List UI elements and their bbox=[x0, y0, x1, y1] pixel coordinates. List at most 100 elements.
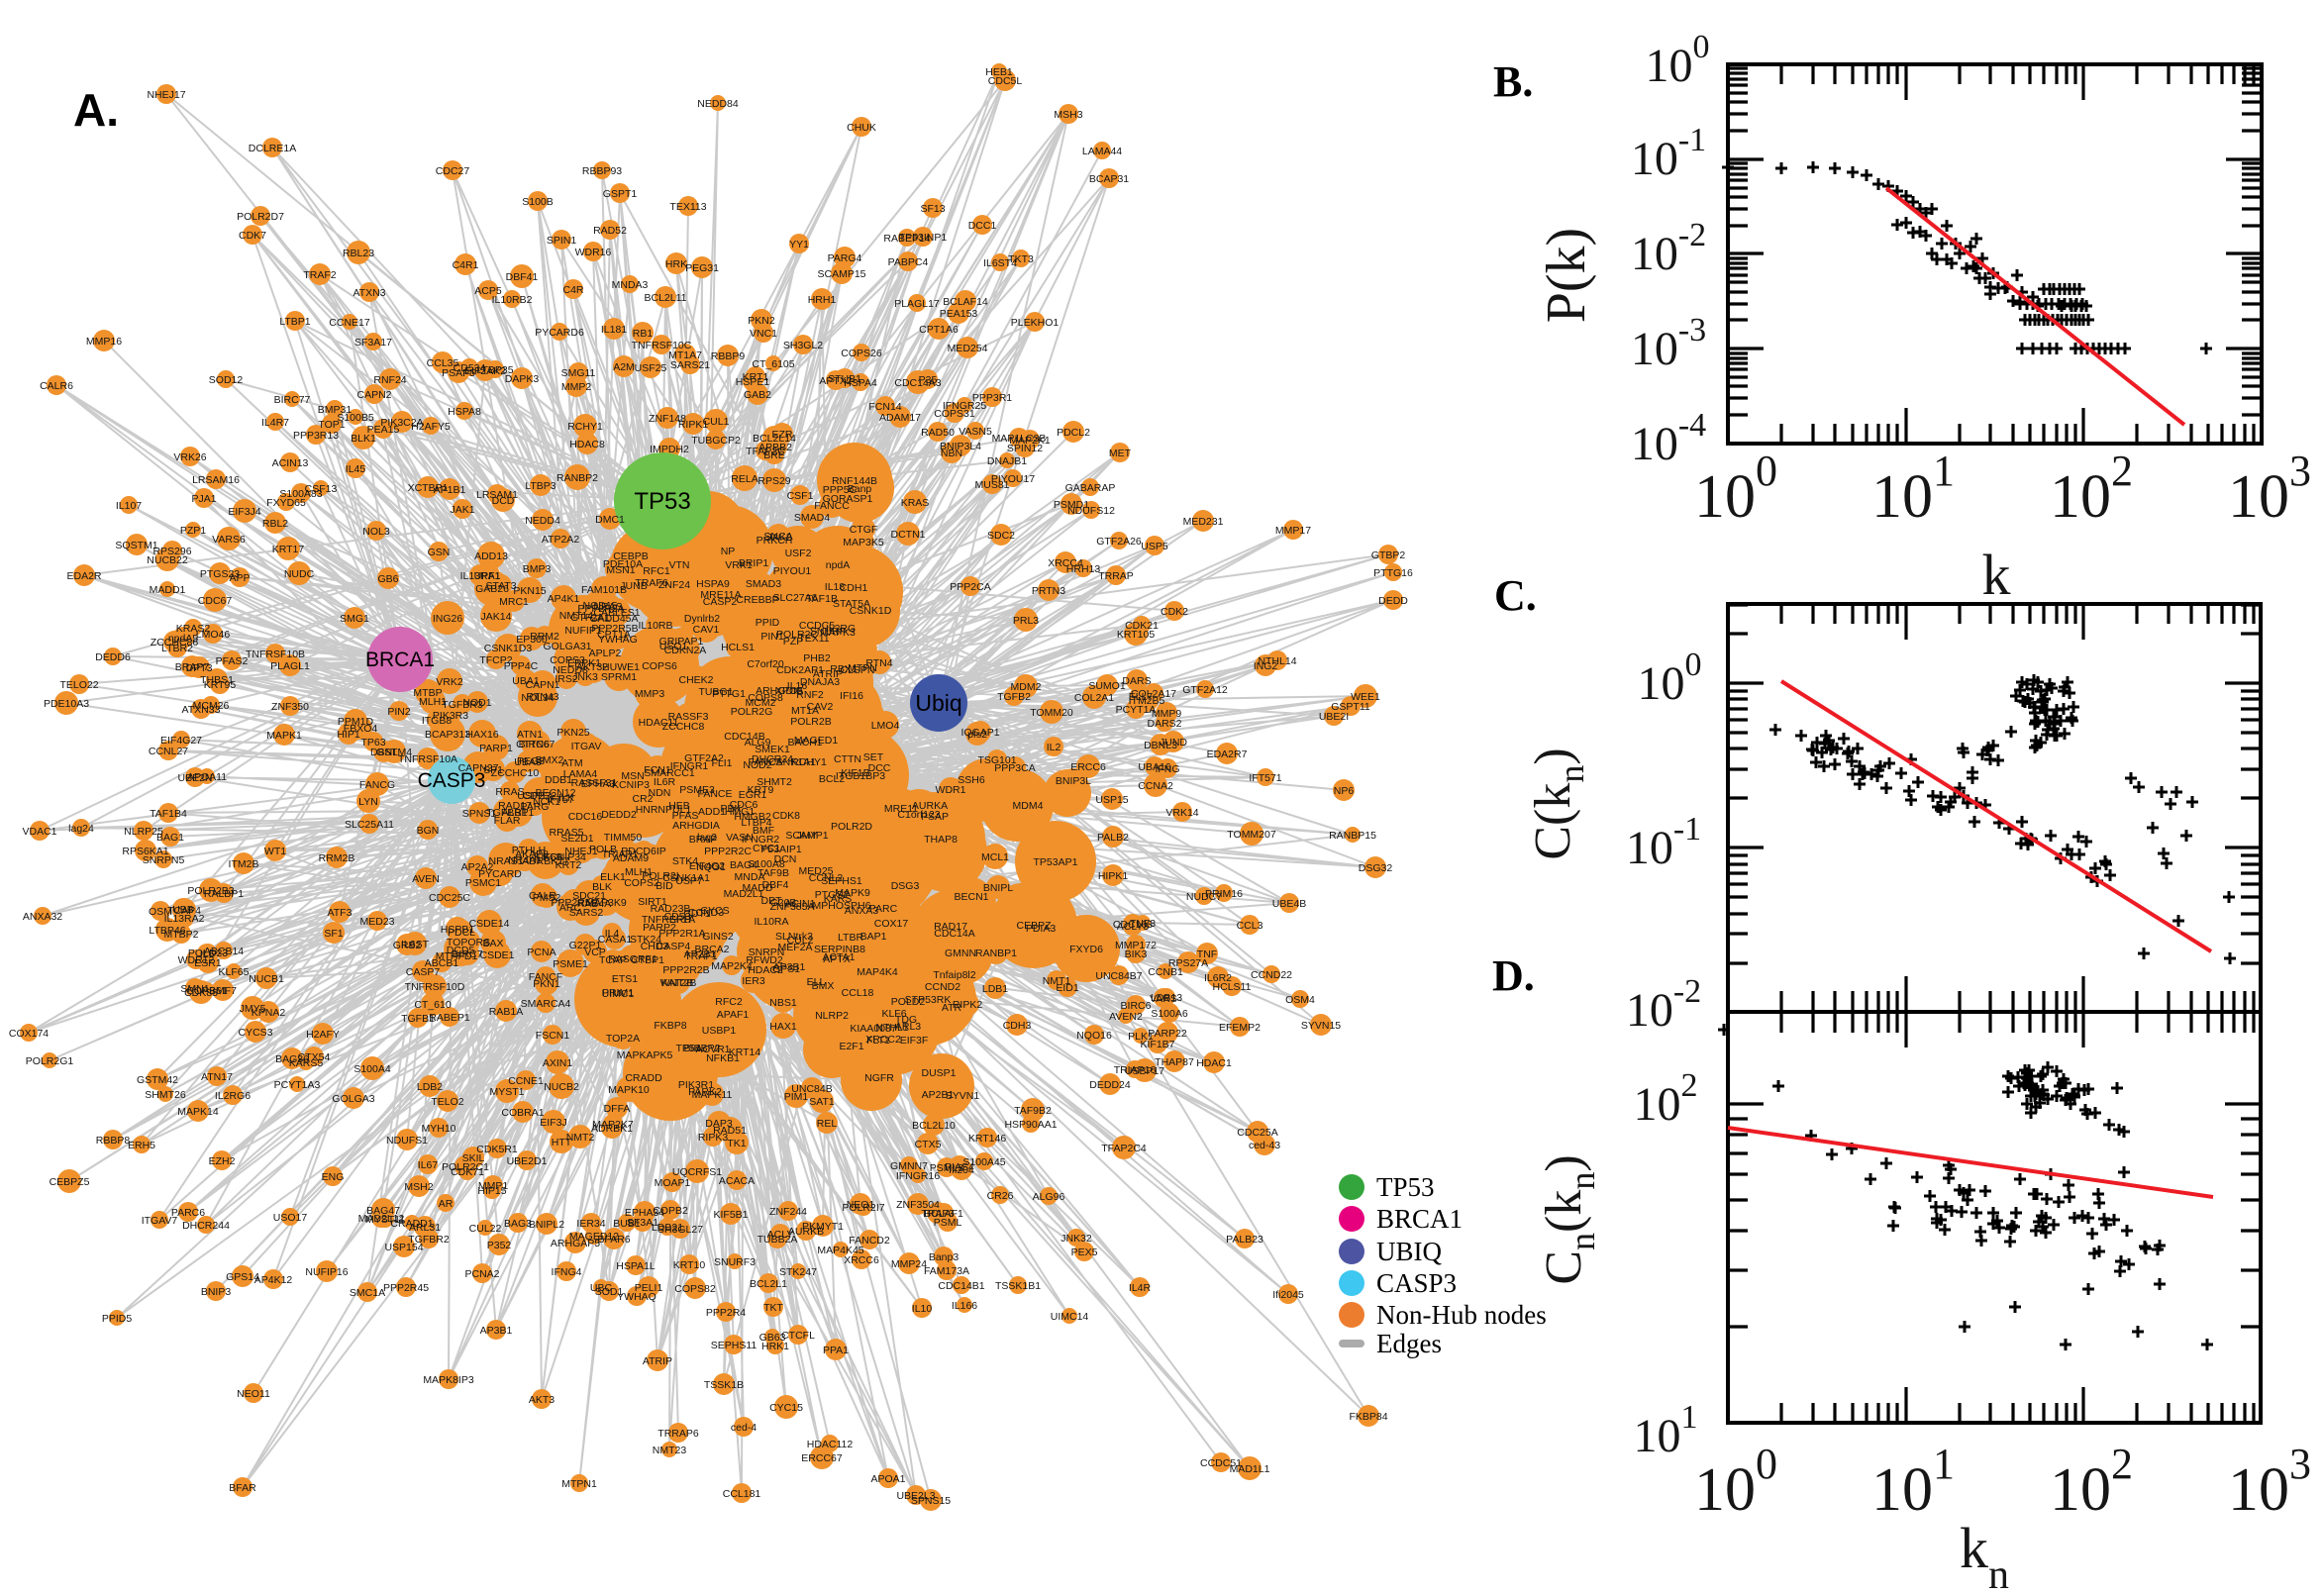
svg-text:MYST11: MYST11 bbox=[365, 1214, 405, 1226]
svg-text:KRT17: KRT17 bbox=[272, 544, 305, 555]
svg-text:IL10: IL10 bbox=[912, 1303, 933, 1315]
svg-text:PPID5: PPID5 bbox=[102, 1313, 133, 1325]
svg-text:ELK1: ELK1 bbox=[600, 871, 626, 883]
svg-text:CCND2: CCND2 bbox=[925, 981, 960, 993]
svg-text:TELO2: TELO2 bbox=[431, 1096, 463, 1108]
svg-text:BMF7: BMF7 bbox=[209, 985, 237, 997]
svg-text:NEO11: NEO11 bbox=[237, 1388, 270, 1400]
svg-text:COL2A17: COL2A17 bbox=[1131, 688, 1176, 700]
svg-text:SUMO1: SUMO1 bbox=[1088, 680, 1126, 692]
svg-text:GB6: GB6 bbox=[377, 573, 398, 585]
svg-text:GRIPAP1: GRIPAP1 bbox=[659, 636, 704, 648]
svg-text:MMP16: MMP16 bbox=[86, 336, 122, 348]
svg-text:NRAS: NRAS bbox=[593, 601, 622, 613]
svg-text:TSSK1B: TSSK1B bbox=[704, 1379, 744, 1391]
svg-text:GB63: GB63 bbox=[759, 1332, 786, 1344]
svg-text:ABCB1: ABCB1 bbox=[425, 957, 459, 969]
svg-text:RB1: RB1 bbox=[633, 328, 654, 340]
svg-text:BECN1: BECN1 bbox=[954, 891, 988, 903]
svg-text:MAPK8IP3: MAPK8IP3 bbox=[423, 1374, 474, 1386]
svg-text:A.: A. bbox=[73, 84, 119, 136]
svg-text:VARS: VARS bbox=[1150, 993, 1177, 1005]
svg-text:CASA1: CASA1 bbox=[598, 934, 633, 946]
svg-text:PRKCH: PRKCH bbox=[757, 535, 793, 547]
svg-text:CTTN6: CTTN6 bbox=[516, 739, 550, 750]
svg-text:NEO1: NEO1 bbox=[847, 1199, 875, 1211]
svg-text:PALB2: PALB2 bbox=[1097, 832, 1129, 844]
svg-text:MAGED1: MAGED1 bbox=[794, 735, 839, 747]
svg-text:CCL3: CCL3 bbox=[1237, 920, 1263, 932]
svg-text:SOD1: SOD1 bbox=[595, 1286, 624, 1298]
svg-text:SNRPN: SNRPN bbox=[749, 947, 785, 958]
svg-text:IL13RA2: IL13RA2 bbox=[164, 913, 205, 925]
svg-text:FAM173A: FAM173A bbox=[924, 1265, 969, 1277]
svg-text:NHEJ17: NHEJ17 bbox=[147, 89, 185, 101]
svg-text:SERPINB8: SERPINB8 bbox=[814, 944, 865, 955]
svg-text:BAG36: BAG36 bbox=[275, 1053, 309, 1065]
svg-text:Edges: Edges bbox=[1376, 1329, 1442, 1358]
svg-text:ZCCHC8: ZCCHC8 bbox=[662, 721, 705, 733]
svg-text:PPP2R4: PPP2R4 bbox=[706, 1307, 746, 1319]
svg-text:TEX113: TEX113 bbox=[669, 201, 706, 213]
svg-text:DCTN1: DCTN1 bbox=[890, 529, 925, 541]
svg-text:CEBPZ: CEBPZ bbox=[1016, 920, 1052, 932]
svg-text:MAPK9: MAPK9 bbox=[835, 887, 870, 899]
svg-text:PTGS2: PTGS2 bbox=[815, 889, 850, 901]
svg-text:MT1A: MT1A bbox=[791, 705, 819, 717]
svg-text:TIMM50: TIMM50 bbox=[604, 832, 643, 844]
svg-text:COPS6: COPS6 bbox=[642, 660, 677, 672]
svg-text:KRAS2: KRAS2 bbox=[176, 623, 211, 635]
svg-text:CDH1: CDH1 bbox=[840, 582, 868, 594]
svg-text:ATR: ATR bbox=[942, 1002, 962, 1014]
svg-text:BCL2: BCL2 bbox=[819, 773, 845, 785]
svg-text:GAB2: GAB2 bbox=[744, 389, 771, 401]
svg-text:PTTG16: PTTG16 bbox=[1373, 567, 1413, 579]
svg-text:CDC14A3: CDC14A3 bbox=[894, 377, 941, 389]
svg-text:LRSAM16: LRSAM16 bbox=[192, 474, 240, 486]
svg-text:BIRC7: BIRC7 bbox=[453, 948, 483, 960]
svg-text:PMS2: PMS2 bbox=[533, 892, 561, 904]
svg-text:KAT2B: KAT2B bbox=[661, 977, 693, 989]
svg-text:CTGF: CTGF bbox=[850, 524, 878, 536]
svg-text:CUL22: CUL22 bbox=[469, 1223, 502, 1235]
svg-text:HTT: HTT bbox=[552, 1137, 572, 1148]
svg-text:EDA2R7: EDA2R7 bbox=[1207, 748, 1248, 760]
svg-text:PLEKHO1: PLEKHO1 bbox=[1011, 317, 1060, 329]
svg-text:BMF: BMF bbox=[753, 825, 774, 837]
svg-text:MTBP: MTBP bbox=[413, 687, 442, 699]
svg-text:JAK14: JAK14 bbox=[481, 611, 512, 623]
svg-text:CTX5: CTX5 bbox=[915, 1139, 942, 1150]
svg-text:FBXO4: FBXO4 bbox=[344, 723, 378, 735]
svg-text:XPO5: XPO5 bbox=[775, 685, 803, 697]
svg-text:Dynlrb2: Dynlrb2 bbox=[684, 613, 720, 625]
svg-text:ENG: ENG bbox=[322, 1171, 345, 1183]
svg-text:MTBP2: MTBP2 bbox=[163, 929, 198, 941]
svg-text:GOLGA3: GOLGA3 bbox=[332, 1093, 374, 1105]
svg-text:SCAMP1: SCAMP1 bbox=[785, 830, 828, 842]
svg-text:ATM: ATM bbox=[561, 757, 582, 769]
svg-text:POLR2G1: POLR2G1 bbox=[26, 1055, 74, 1067]
svg-text:BNIP3: BNIP3 bbox=[201, 1286, 232, 1298]
svg-text:ETS1: ETS1 bbox=[612, 973, 638, 985]
svg-text:TAF9B: TAF9B bbox=[758, 867, 789, 879]
svg-text:SLC25A11: SLC25A11 bbox=[345, 819, 394, 831]
svg-text:SPIN12: SPIN12 bbox=[1007, 443, 1043, 454]
svg-text:NMT2: NMT2 bbox=[566, 1132, 595, 1144]
svg-text:HIP15: HIP15 bbox=[477, 1185, 506, 1197]
svg-text:PPP2R1A: PPP2R1A bbox=[658, 928, 705, 940]
svg-text:HCLS1: HCLS1 bbox=[721, 642, 755, 653]
svg-text:CCNE1: CCNE1 bbox=[508, 1075, 544, 1087]
svg-text:CABLES1: CABLES1 bbox=[593, 607, 640, 619]
svg-text:TNFRSF1A: TNFRSF1A bbox=[642, 914, 695, 926]
svg-text:TRIAP16: TRIAP16 bbox=[1114, 1064, 1157, 1076]
svg-text:MADD: MADD bbox=[743, 882, 773, 894]
svg-text:DDB1: DDB1 bbox=[545, 774, 572, 786]
svg-text:POLR2D7: POLR2D7 bbox=[237, 211, 284, 223]
svg-text:NTHL14: NTHL14 bbox=[1258, 655, 1296, 667]
svg-text:PEX5: PEX5 bbox=[1071, 1247, 1098, 1258]
svg-text:PCYT1A: PCYT1A bbox=[1116, 704, 1157, 716]
svg-text:PIN2: PIN2 bbox=[387, 706, 411, 718]
svg-text:UNC84B7: UNC84B7 bbox=[1095, 970, 1142, 982]
svg-text:CR26: CR26 bbox=[987, 1190, 1014, 1202]
svg-text:AKT3: AKT3 bbox=[529, 1394, 555, 1406]
